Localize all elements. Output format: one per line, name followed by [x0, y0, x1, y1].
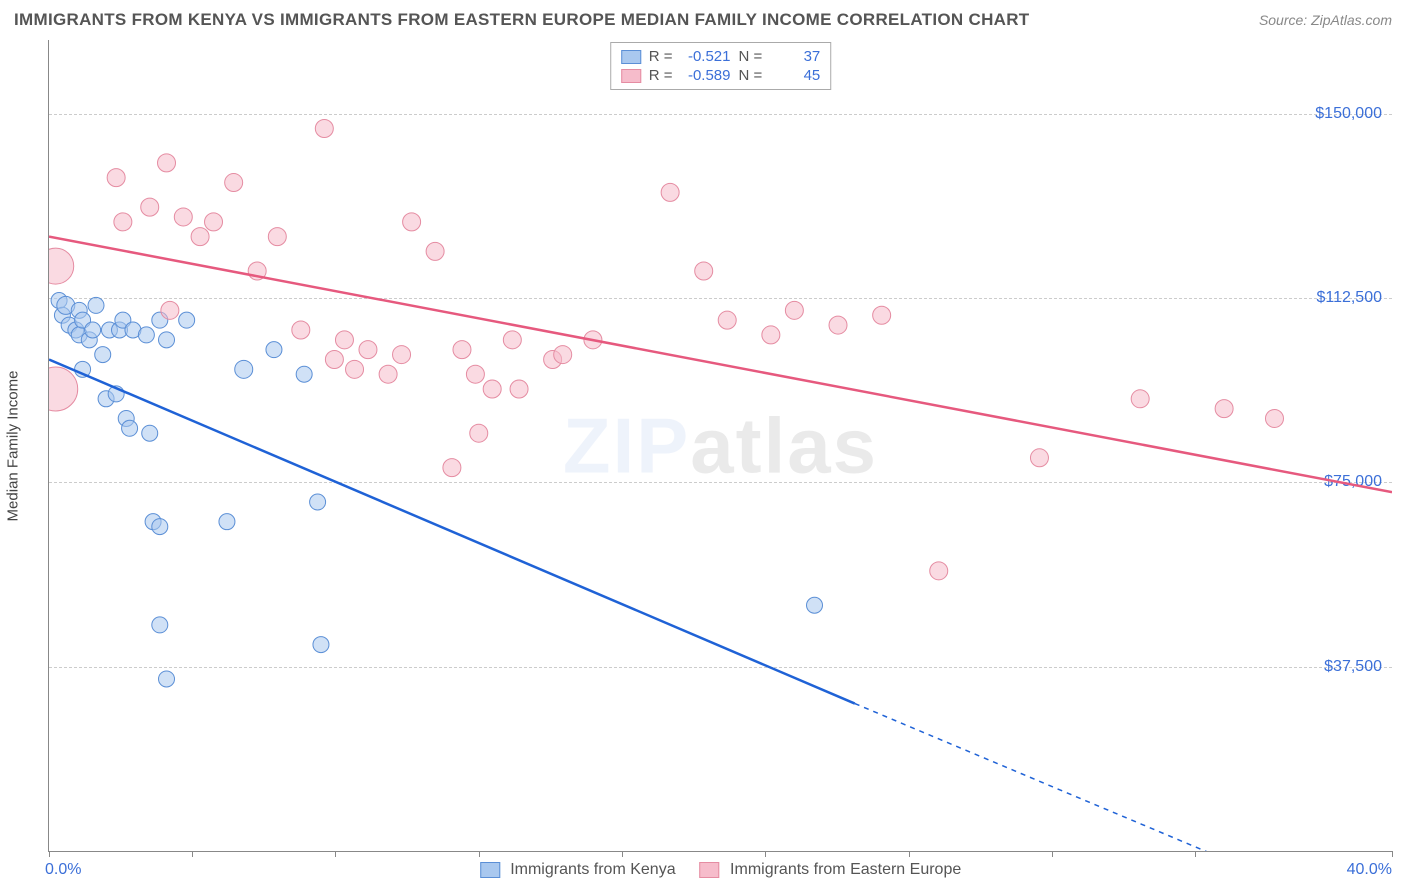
scatter-point: [268, 228, 286, 246]
legend-bottom: Immigrants from Kenya Immigrants from Ea…: [480, 861, 962, 879]
x-tick: [622, 851, 623, 857]
scatter-point: [205, 213, 223, 231]
legend-item-ee: Immigrants from Eastern Europe: [700, 861, 962, 879]
stats-r-label: R =: [649, 67, 673, 84]
stats-r-label: R =: [649, 48, 673, 65]
x-axis-max-label: 40.0%: [1347, 861, 1392, 879]
scatter-point: [829, 316, 847, 334]
scatter-point: [393, 346, 411, 364]
stats-swatch-kenya: [621, 50, 641, 64]
scatter-point: [235, 360, 253, 378]
scatter-point: [470, 424, 488, 442]
scatter-point: [315, 119, 333, 137]
scatter-point: [785, 301, 803, 319]
legend-item-kenya: Immigrants from Kenya: [480, 861, 676, 879]
x-tick: [192, 851, 193, 857]
scatter-point: [107, 169, 125, 187]
y-axis-title: Median Family Income: [5, 370, 22, 521]
scatter-point: [161, 301, 179, 319]
stats-r-value-kenya: -0.521: [681, 48, 731, 65]
scatter-point: [483, 380, 501, 398]
scatter-point: [88, 297, 104, 313]
x-tick: [765, 851, 766, 857]
scatter-point: [142, 425, 158, 441]
scatter-point: [152, 617, 168, 633]
scatter-plot: [49, 40, 1392, 851]
scatter-point: [95, 347, 111, 363]
scatter-point: [138, 327, 154, 343]
scatter-point: [310, 494, 326, 510]
scatter-point: [762, 326, 780, 344]
stats-n-label: N =: [739, 48, 763, 65]
scatter-point: [718, 311, 736, 329]
scatter-point: [266, 342, 282, 358]
scatter-point: [346, 360, 364, 378]
legend-label-kenya: Immigrants from Kenya: [510, 861, 675, 878]
scatter-point: [296, 366, 312, 382]
scatter-point: [159, 671, 175, 687]
scatter-point: [49, 367, 78, 411]
scatter-point: [453, 341, 471, 359]
scatter-point: [466, 365, 484, 383]
scatter-point: [1131, 390, 1149, 408]
scatter-point: [379, 365, 397, 383]
scatter-point: [141, 198, 159, 216]
x-tick: [335, 851, 336, 857]
x-tick: [49, 851, 50, 857]
legend-swatch-kenya: [480, 862, 500, 878]
chart-title: IMMIGRANTS FROM KENYA VS IMMIGRANTS FROM…: [14, 10, 1030, 30]
scatter-point: [122, 420, 138, 436]
scatter-point: [554, 346, 572, 364]
scatter-point: [403, 213, 421, 231]
scatter-point: [313, 637, 329, 653]
stats-row-kenya: R = -0.521 N = 37: [621, 47, 821, 66]
chart-area: Median Family Income ZIPatlas R = -0.521…: [48, 40, 1392, 852]
stats-n-value-ee: 45: [770, 67, 820, 84]
scatter-point: [85, 322, 101, 338]
regression-line: [49, 359, 855, 703]
scatter-point: [179, 312, 195, 328]
scatter-point: [807, 597, 823, 613]
scatter-point: [152, 519, 168, 535]
x-tick: [479, 851, 480, 857]
scatter-point: [510, 380, 528, 398]
scatter-point: [930, 562, 948, 580]
scatter-point: [191, 228, 209, 246]
scatter-point: [49, 248, 74, 284]
stats-swatch-ee: [621, 69, 641, 83]
scatter-point: [225, 174, 243, 192]
legend-label-ee: Immigrants from Eastern Europe: [730, 861, 961, 878]
scatter-point: [174, 208, 192, 226]
stats-n-label: N =: [739, 67, 763, 84]
stats-box: R = -0.521 N = 37 R = -0.589 N = 45: [610, 42, 832, 90]
x-tick: [1052, 851, 1053, 857]
regression-line-extension: [855, 704, 1392, 851]
scatter-point: [661, 183, 679, 201]
scatter-point: [443, 459, 461, 477]
scatter-point: [325, 350, 343, 368]
stats-row-ee: R = -0.589 N = 45: [621, 66, 821, 85]
scatter-point: [426, 242, 444, 260]
scatter-point: [359, 341, 377, 359]
scatter-point: [1265, 409, 1283, 427]
scatter-point: [219, 514, 235, 530]
scatter-point: [292, 321, 310, 339]
scatter-point: [1215, 400, 1233, 418]
scatter-point: [503, 331, 521, 349]
source-label: Source: ZipAtlas.com: [1259, 12, 1392, 28]
x-tick: [909, 851, 910, 857]
scatter-point: [873, 306, 891, 324]
stats-r-value-ee: -0.589: [681, 67, 731, 84]
x-tick: [1392, 851, 1393, 857]
scatter-point: [114, 213, 132, 231]
legend-swatch-ee: [700, 862, 720, 878]
scatter-point: [335, 331, 353, 349]
scatter-point: [695, 262, 713, 280]
x-tick: [1195, 851, 1196, 857]
x-axis-min-label: 0.0%: [45, 861, 81, 879]
scatter-point: [158, 154, 176, 172]
stats-n-value-kenya: 37: [770, 48, 820, 65]
scatter-point: [159, 332, 175, 348]
scatter-point: [1030, 449, 1048, 467]
